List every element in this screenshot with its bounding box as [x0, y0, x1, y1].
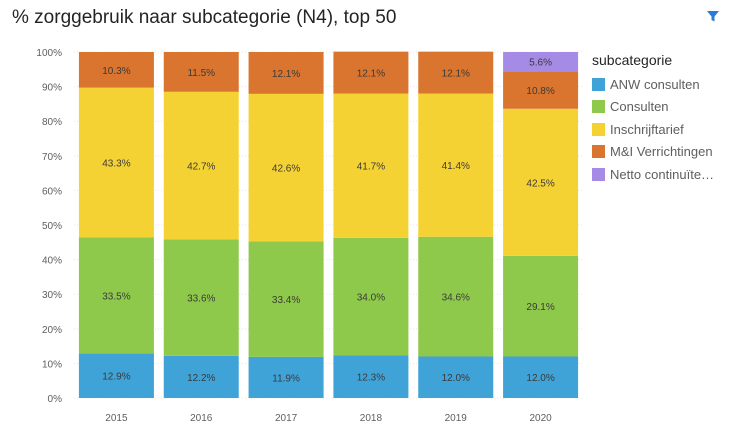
legend-label: Consulten — [610, 99, 669, 115]
data-label: 42.5% — [526, 178, 554, 189]
legend-item-inschrijftarief[interactable]: Inschrijftarief — [592, 118, 728, 141]
legend-swatch — [592, 167, 605, 181]
y-tick-label: 70% — [42, 152, 62, 163]
bar-segment — [503, 255, 579, 357]
bar-segment — [333, 93, 409, 238]
data-label: 42.7% — [187, 162, 215, 173]
bar-segment — [503, 356, 579, 398]
data-label: 33.4% — [272, 295, 300, 306]
x-tick-label: 2016 — [190, 413, 213, 424]
bar-segment — [163, 239, 239, 356]
y-tick-label: 80% — [42, 117, 62, 128]
y-tick-label: 100% — [36, 48, 62, 59]
bar-segment — [78, 52, 154, 88]
data-label: 33.5% — [102, 291, 130, 302]
y-tick-label: 0% — [48, 394, 63, 405]
x-tick-label: 2015 — [105, 413, 128, 424]
data-label: 29.1% — [526, 302, 554, 313]
legend-swatch — [592, 77, 605, 91]
legend-swatch — [592, 145, 605, 159]
bar-segment — [503, 52, 579, 72]
bar-segment — [163, 52, 239, 92]
bar-segment — [418, 93, 494, 237]
bar-segment — [333, 51, 409, 94]
data-label: 12.0% — [442, 373, 470, 384]
data-label: 11.5% — [187, 68, 215, 79]
legend-label: M&I Verrichtingen — [610, 144, 713, 160]
y-tick-label: 40% — [42, 256, 62, 267]
data-label: 11.9% — [272, 373, 300, 384]
y-tick-label: 50% — [42, 221, 62, 232]
bar-segment — [78, 237, 154, 354]
x-tick-label: 2020 — [529, 413, 552, 424]
data-label: 12.2% — [187, 373, 215, 384]
data-label: 5.6% — [529, 58, 552, 69]
legend-item-anw-consulten[interactable]: ANW consulten — [592, 73, 728, 96]
legend-swatch — [592, 122, 605, 136]
x-tick-label: 2017 — [275, 413, 298, 424]
data-label: 12.1% — [357, 69, 385, 80]
y-tick-label: 20% — [42, 325, 62, 336]
bar-segment — [78, 87, 154, 238]
x-tick-label: 2018 — [360, 413, 383, 424]
bar-segment — [503, 108, 579, 256]
bar-segment — [333, 355, 409, 398]
legend-item-mi-verrichtingen[interactable]: M&I Verrichtingen — [592, 141, 728, 164]
data-label: 42.6% — [272, 164, 300, 175]
x-tick-label: 2019 — [445, 413, 468, 424]
legend-item-consulten[interactable]: Consulten — [592, 96, 728, 119]
bar-segment — [78, 353, 154, 398]
legend: subcategorie ANW consulten Consulten Ins… — [592, 52, 728, 186]
chart-title: % zorggebruik naar subcategorie (N4), to… — [12, 7, 397, 28]
legend-label: Netto continuïte… — [610, 166, 715, 182]
legend-title: subcategorie — [592, 52, 673, 68]
data-label: 12.0% — [526, 373, 554, 384]
data-label: 33.6% — [187, 294, 215, 305]
data-label: 10.8% — [526, 86, 554, 97]
data-label: 41.7% — [357, 162, 385, 173]
bar-segment — [248, 241, 324, 357]
data-label: 12.9% — [102, 372, 130, 383]
data-label: 43.3% — [102, 159, 130, 170]
data-label: 12.1% — [272, 69, 300, 80]
bar-segment — [163, 91, 239, 240]
filter-icon[interactable] — [706, 9, 720, 23]
bar-segment — [248, 52, 324, 94]
bar-segment — [503, 71, 579, 109]
bar-segment — [163, 355, 239, 398]
legend-label: ANW consulten — [610, 76, 700, 92]
data-label: 34.6% — [442, 293, 470, 304]
legend-label: Inschrijftarief — [610, 121, 684, 137]
y-tick-label: 30% — [42, 290, 62, 301]
data-label: 10.3% — [102, 66, 130, 77]
bar-segment — [418, 236, 494, 357]
data-label: 12.3% — [357, 373, 385, 384]
bar-segment — [248, 93, 324, 242]
bar-segment — [418, 51, 494, 94]
bar-segment — [418, 356, 494, 398]
data-label: 12.1% — [442, 69, 470, 80]
stacked-bar-chart: 0% 10% 20% 30% 40% 50% 60% 70% 80% 90% 100% 12.9% 33… — [36, 48, 583, 424]
data-label: 34.0% — [357, 293, 385, 304]
legend-item-netto-continuiteit[interactable]: Netto continuïte… — [592, 163, 728, 186]
y-tick-label: 90% — [42, 83, 62, 94]
data-label: 41.4% — [442, 161, 470, 172]
bar-segment — [248, 356, 324, 398]
y-tick-label: 60% — [42, 186, 62, 197]
legend-swatch — [592, 100, 605, 114]
bar-segment — [333, 237, 409, 356]
y-tick-label: 10% — [42, 359, 62, 370]
